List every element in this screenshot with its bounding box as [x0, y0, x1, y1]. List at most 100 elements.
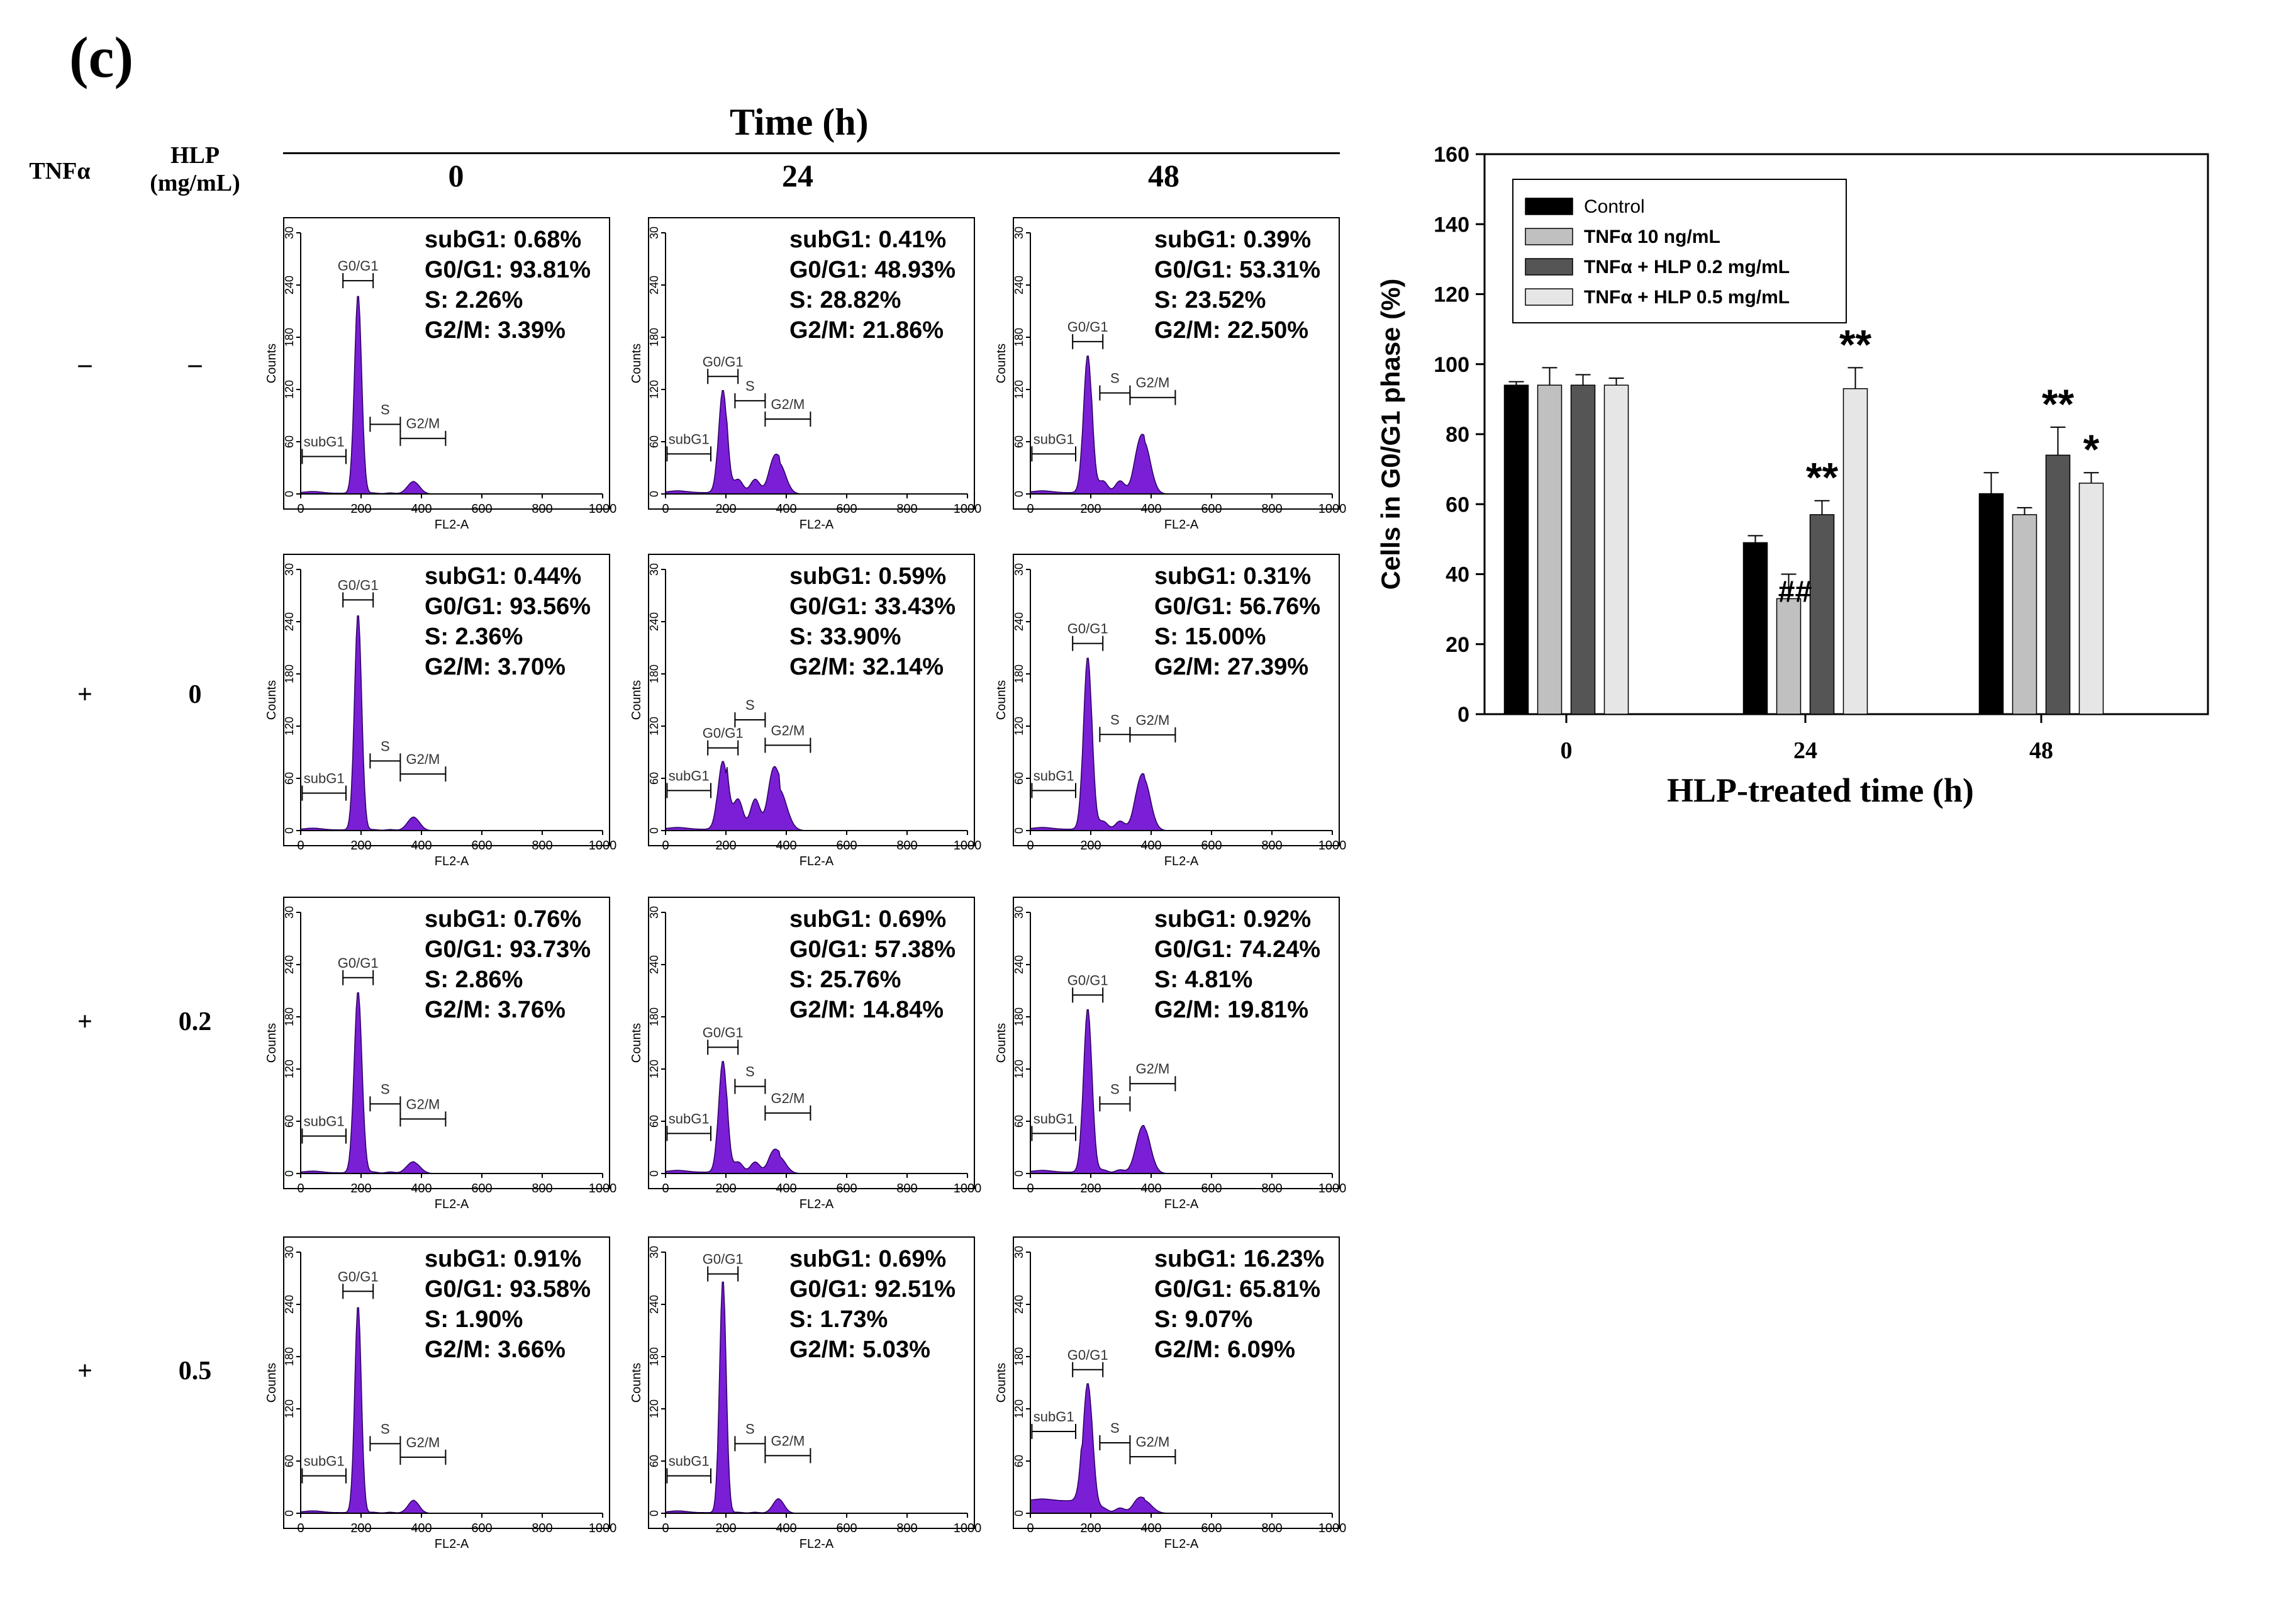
histogram-x-tick-label: 0: [1027, 1521, 1034, 1535]
histogram-area: [665, 1061, 967, 1174]
histogram-plot-r0-c0: 0 200 400 600 800 1000 0 60 120 180 240 30 FL2-A Coun…: [265, 227, 616, 532]
histogram-x-tick-label: 1000: [1318, 502, 1347, 516]
histogram-plot-r0-c1: 0 200 400 600 800 1000 0 60 120 180 240 30 FL2-A Coun…: [630, 227, 981, 532]
histogram-y-tick-label: 0: [1013, 491, 1025, 497]
significance-annotation: **: [2042, 381, 2075, 427]
histogram-x-tick-label: 800: [896, 502, 917, 516]
hlp-header: HLP (mg/mL): [145, 142, 245, 197]
histogram-plot-r3-c1: 0 200 400 600 800 1000 0 60 120 180 240 30 FL2-A Coun…: [630, 1246, 981, 1551]
stat-subg1: subG1: 0.41%: [789, 227, 947, 253]
bar-1-1: [1776, 598, 1802, 715]
histogram-y-tick-label: 180: [283, 1007, 296, 1026]
stat-g0g1: G0/G1: 93.81%: [425, 257, 591, 283]
histogram-y-tick-label: 240: [648, 276, 660, 294]
histogram-y-tick-label: 240: [283, 276, 296, 294]
gate-label: G0/G1: [338, 955, 379, 971]
stat-g0g1: G0/G1: 93.56%: [425, 593, 591, 620]
histogram-x-tick-label: 200: [715, 1521, 736, 1535]
histogram-y-tick-label: 60: [283, 435, 296, 448]
histogram-y-tick-label: 60: [283, 1455, 296, 1467]
g0g1-bar-chart: 0 20 40 60 80 100 120 140 160 Cells in G0/G1 phas…: [1376, 143, 2209, 764]
bar-0-0: [1503, 384, 1529, 715]
histogram-x-tick-label: 800: [1261, 1182, 1282, 1196]
stat-g2m: G2/M: 3.70%: [425, 654, 566, 680]
histogram-x-tick-label: 600: [471, 502, 492, 516]
gate-label: subG1: [1034, 768, 1074, 783]
gate-label: G2/M: [406, 1435, 440, 1450]
stat-s: S: 9.07%: [1154, 1306, 1253, 1333]
gate-label: subG1: [669, 768, 710, 783]
histogram-x-tick-label: 0: [1027, 502, 1034, 516]
histogram-y-label: Counts: [995, 1363, 1008, 1403]
gate-label: S: [381, 401, 390, 417]
stat-s: S: 1.73%: [789, 1306, 888, 1333]
gate-label: subG1: [304, 1114, 345, 1129]
histogram-area: [665, 389, 967, 495]
row-1-tnf: +: [77, 680, 92, 709]
histogram-y-tick-label: 0: [648, 827, 660, 834]
histogram-x-tick-label: 200: [715, 502, 736, 516]
histogram-x-tick-label: 1000: [589, 1182, 617, 1196]
stat-g0g1: G0/G1: 53.31%: [1154, 257, 1321, 283]
bar-3-0: [1603, 384, 1629, 715]
histogram-x-tick-label: 0: [297, 1182, 304, 1196]
gate-label: G0/G1: [703, 1024, 744, 1040]
histogram-y-tick-label: 60: [283, 1115, 296, 1128]
cell-cycle-stats: subG1: 0.69% G0/G1: 92.51% S: 1.73% G2/M: 5…: [789, 1244, 956, 1365]
histogram-x-tick-label: 800: [896, 1182, 917, 1196]
histogram-y-label: Counts: [630, 1363, 644, 1403]
histogram-y-tick-label: 180: [648, 664, 660, 683]
stat-s: S: 2.26%: [425, 287, 523, 313]
histogram-y-tick-label: 60: [1013, 772, 1025, 785]
stat-g2m: G2/M: 3.39%: [425, 317, 566, 344]
histogram-x-tick-label: 200: [350, 839, 371, 853]
histogram-y-tick-label: 0: [1013, 1170, 1025, 1177]
stat-subg1: subG1: 0.31%: [1154, 563, 1312, 590]
histogram-x-tick-label: 200: [350, 502, 371, 516]
bar-0-2: [1978, 493, 2004, 715]
bar-y-axis-label: Cells in G0/G1 phase (%): [1376, 279, 1405, 590]
bar-1-0: [1537, 384, 1563, 715]
histogram-y-tick-label: 240: [283, 612, 296, 631]
stat-s: S: 4.81%: [1154, 966, 1253, 993]
gate-label: G0/G1: [338, 1269, 379, 1284]
histogram-x-tick-label: 400: [1140, 839, 1161, 853]
histogram-y-tick-label: 120: [648, 1060, 660, 1078]
bar-3-2: [2078, 483, 2104, 715]
histogram-x-tick-label: 0: [662, 1182, 669, 1196]
histogram-x-tick-label: 800: [532, 1521, 552, 1535]
histogram-x-tick-label: 400: [1140, 1521, 1161, 1535]
stat-g2m: G2/M: 3.66%: [425, 1336, 566, 1363]
stat-g2m: G2/M: 27.39%: [1154, 654, 1308, 680]
histogram-y-tick-label: 30: [283, 563, 296, 576]
histogram-y-tick-label: 240: [1013, 955, 1025, 974]
stat-g0g1: G0/G1: 93.73%: [425, 936, 591, 963]
row-0-tnf: –: [78, 350, 92, 379]
cell-cycle-stats: subG1: 0.69% G0/G1: 57.38% S: 25.76% G2/M: …: [789, 904, 956, 1025]
gate-label: subG1: [304, 771, 345, 787]
histogram-plot-r3-c0: 0 200 400 600 800 1000 0 60 120 180 240 30 FL2-A Coun…: [265, 1246, 616, 1551]
histogram-y-tick-label: 180: [283, 1347, 296, 1366]
histogram-x-tick-label: 400: [776, 1182, 796, 1196]
gate-label: G2/M: [1136, 1061, 1170, 1077]
histogram-x-tick-label: 400: [776, 839, 796, 853]
histogram-panel-r2-c2: [1013, 897, 1340, 1189]
significance-annotation: **: [1806, 454, 1839, 501]
row-3-hlp: 0.5: [178, 1357, 212, 1386]
histogram-y-tick-label: 60: [648, 772, 660, 785]
histogram-y-tick-label: 240: [648, 612, 660, 631]
histogram-area: [1030, 1383, 1332, 1514]
histogram-x-tick-label: 1000: [954, 1182, 982, 1196]
cell-cycle-stats: subG1: 0.92% G0/G1: 74.24% S: 4.81% G2/M: 1…: [1154, 904, 1320, 1025]
histogram-y-label: Counts: [630, 680, 644, 720]
histogram-y-tick-label: 180: [283, 664, 296, 683]
histogram-x-tick-label: 800: [532, 1182, 552, 1196]
histogram-x-tick-label: 600: [836, 839, 857, 853]
bar-y-tick-label: 60: [1446, 493, 1469, 517]
histogram-x-tick-label: 600: [1201, 839, 1222, 853]
histogram-x-label: FL2-A: [800, 854, 834, 868]
histogram-y-tick-label: 60: [1013, 1455, 1025, 1467]
histogram-y-tick-label: 180: [648, 1347, 660, 1366]
gate-label: subG1: [669, 1111, 710, 1126]
histogram-y-tick-label: 30: [1013, 563, 1025, 576]
